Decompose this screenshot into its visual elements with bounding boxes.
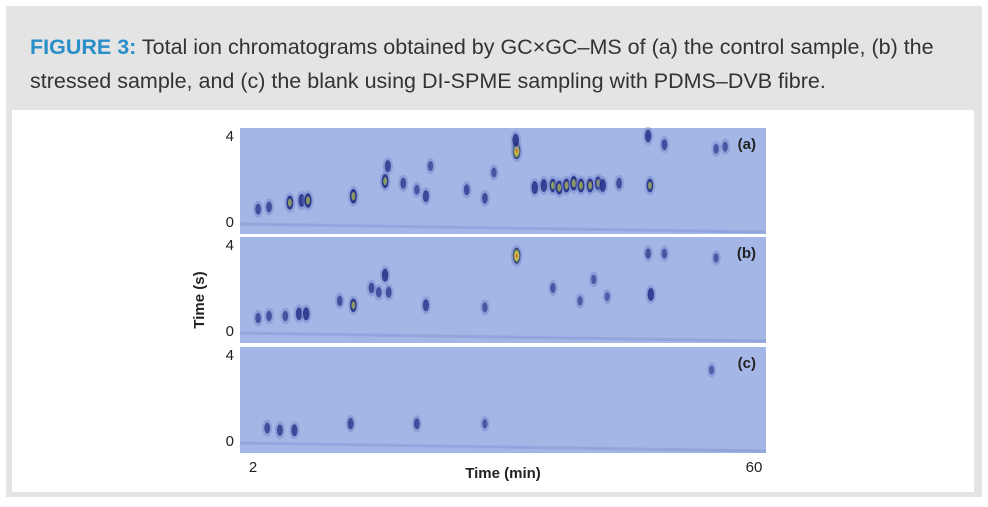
chromatogram-panel-c: 4 0 (c) [226,347,767,453]
peak [463,184,470,196]
plot-background [240,128,766,234]
plot-background [240,237,766,343]
peak [298,194,305,207]
peak-core [596,179,601,188]
peak [266,201,272,213]
peak [255,312,261,324]
x-tick-label: 2 [249,459,257,476]
peak-core [571,179,576,188]
peak [540,178,548,192]
y-tick-label: 0 [226,214,234,231]
peak-core [648,181,652,190]
peak [709,365,715,375]
peak [661,139,668,151]
peak [531,181,539,195]
peak [384,160,391,173]
peak [276,424,283,436]
peak [482,302,488,313]
peak-core [287,198,292,207]
peak [422,190,429,203]
peak [713,143,719,154]
plot-background [240,347,766,453]
peak [713,253,719,263]
peak [413,418,420,430]
peak [347,418,354,430]
figure-label: FIGURE 3: [30,35,137,59]
peak-core [351,191,356,201]
peak [512,133,519,147]
panel-label: (c) [738,355,756,372]
chromatogram-panel-b: 4 0 (b) [226,237,767,343]
peak [647,287,655,301]
chromatogram-chart: 4 0 (a) 4 0 (b) 4 0 (c) Time (s) Time (min) 2 60 [191,126,767,482]
panel-label: (a) [738,136,756,153]
baseline-band [239,331,767,343]
x-axis-title: Time (min) [465,465,541,482]
peak [291,424,298,437]
peak [722,141,728,152]
peak-core [551,181,555,190]
y-tick-label: 4 [226,128,234,145]
peak [644,129,652,143]
peak-core [579,181,583,190]
peak [427,161,434,172]
chart-panel: 4 0 (a) 4 0 (b) 4 0 (c) Time (s) Time (min) 2 60 [12,110,974,492]
caption-text: Total ion chromatograms obtained by GC×G… [30,35,934,93]
y-tick-label: 0 [226,433,234,450]
peak [414,184,420,195]
peak [481,192,488,204]
peak [381,268,389,282]
peak [577,296,583,306]
peak [616,177,622,189]
peak [295,307,303,321]
peak [599,178,607,192]
peak [550,283,556,293]
peak [591,274,597,285]
peak [491,167,497,178]
peak [266,310,272,322]
peak [661,248,668,259]
y-tick-label: 4 [226,237,234,254]
peak-core [564,181,569,190]
baseline-band [239,441,767,453]
peak-core [305,196,311,205]
y-tick-label: 4 [226,347,234,364]
peak [336,295,343,307]
chromatogram-panel-a: 4 0 (a) [226,126,767,234]
peak-core [557,183,562,192]
x-tick-label: 60 [746,459,763,476]
figure-caption: FIGURE 3: Total ion chromatograms obtain… [30,30,970,98]
peak [255,203,262,215]
y-tick-label: 0 [226,323,234,340]
peak [302,307,310,321]
baseline-band [239,222,767,234]
peak [282,310,289,322]
peak [422,299,429,312]
y-axis-title: Time (s) [191,271,208,328]
peak [604,292,610,302]
peak [368,282,375,294]
peak [512,143,521,160]
peak [375,287,382,298]
peak [645,248,651,259]
peak-core [351,301,356,309]
peak-core [588,181,593,190]
peak [512,247,521,264]
peak [400,177,407,189]
peak [264,422,271,434]
peak-core [383,177,388,186]
peak [385,286,392,298]
peak [482,419,488,429]
panel-label: (b) [737,245,756,262]
